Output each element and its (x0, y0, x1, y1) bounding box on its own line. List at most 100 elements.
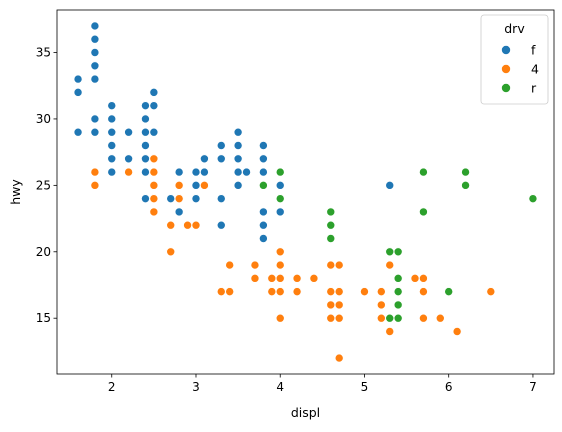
legend-label-4: 4 (531, 62, 539, 77)
data-point-4 (216, 287, 226, 296)
data-point-f (233, 181, 243, 190)
data-point-4 (326, 300, 336, 310)
data-point-f (259, 207, 268, 217)
data-point-f (141, 154, 150, 164)
data-point-f (141, 194, 150, 203)
data-point-4 (452, 327, 462, 336)
data-point-4 (149, 167, 159, 177)
y-tick-label: 25 (36, 178, 51, 192)
data-point-f (259, 234, 268, 243)
data-point-f (259, 220, 268, 230)
data-point-f (90, 34, 100, 44)
data-point-4 (419, 313, 428, 323)
data-point-f (233, 167, 243, 177)
data-point-f (191, 181, 201, 190)
x-tick-label: 3 (192, 380, 200, 394)
axis-ticks: 2 3 4 5 6 7 15 20 25 30 35 (36, 46, 537, 394)
data-point-4 (250, 260, 260, 270)
data-point-4 (183, 220, 192, 230)
data-point-4 (334, 300, 344, 310)
data-point-f (141, 127, 150, 137)
data-point-r (419, 167, 428, 177)
legend-box (480, 14, 549, 105)
data-point-f (242, 167, 251, 177)
data-point-f (191, 194, 201, 203)
data-point-r (275, 194, 285, 203)
data-point-f (216, 154, 226, 164)
legend-entries: f 4 r (501, 43, 539, 96)
data-points (73, 21, 538, 363)
data-point-r (393, 274, 403, 283)
data-point-4 (149, 207, 159, 217)
legend-marker-4 (501, 64, 511, 74)
data-point-4 (309, 274, 319, 283)
data-point-4 (360, 287, 369, 296)
data-point-f (259, 167, 268, 177)
data-point-f (233, 154, 243, 164)
data-point-4 (124, 167, 133, 177)
data-point-4 (90, 181, 100, 190)
x-tick-label: 6 (445, 380, 453, 394)
data-point-f (107, 141, 117, 150)
data-point-f (73, 127, 83, 137)
legend-title: drv (504, 21, 525, 36)
data-point-4 (435, 313, 445, 323)
data-point-4 (275, 287, 285, 296)
data-point-4 (385, 260, 395, 270)
data-point-f (141, 167, 150, 177)
data-point-4 (149, 181, 159, 190)
data-point-4 (275, 274, 285, 283)
data-point-f (233, 141, 243, 150)
data-point-r (385, 313, 395, 323)
data-point-f (90, 21, 100, 31)
y-tick-label: 35 (36, 46, 51, 60)
data-point-f (216, 194, 226, 203)
data-point-4 (292, 287, 302, 296)
data-point-4 (90, 167, 100, 177)
data-point-4 (275, 247, 285, 257)
y-tick-label: 30 (36, 112, 51, 126)
data-point-f (90, 48, 100, 57)
data-point-f (107, 127, 117, 137)
data-point-4 (326, 287, 336, 296)
data-point-f (107, 154, 117, 164)
data-point-4 (377, 313, 386, 323)
data-point-4 (267, 287, 277, 296)
data-point-f (191, 167, 201, 177)
data-point-r (393, 287, 403, 296)
data-point-r (393, 313, 403, 323)
data-point-f (107, 167, 117, 177)
data-point-4 (225, 260, 234, 270)
data-point-4 (149, 154, 159, 164)
data-point-f (90, 127, 100, 137)
data-point-f (141, 114, 150, 124)
data-point-r (419, 207, 428, 217)
data-point-f (149, 127, 159, 137)
data-point-4 (166, 247, 176, 257)
legend-label-f: f (531, 43, 536, 58)
data-point-f (200, 167, 209, 177)
data-point-f (166, 194, 176, 203)
data-point-4 (334, 260, 344, 270)
data-point-4 (334, 353, 344, 363)
data-point-f (200, 154, 209, 164)
data-point-4 (267, 274, 277, 283)
data-point-4 (377, 300, 386, 310)
data-point-4 (334, 313, 344, 323)
data-point-4 (174, 194, 184, 203)
legend-marker-r (501, 83, 511, 93)
data-point-f (107, 101, 117, 110)
x-tick-label: 4 (276, 380, 284, 394)
data-point-f (275, 181, 285, 190)
data-point-4 (385, 327, 395, 336)
data-point-4 (225, 287, 234, 296)
x-axis-label: displ (291, 405, 320, 420)
data-point-f (90, 61, 100, 71)
data-point-4 (419, 274, 428, 283)
data-point-4 (200, 181, 209, 190)
x-tick-label: 2 (108, 380, 116, 394)
data-point-r (461, 167, 470, 177)
data-point-f (124, 127, 133, 137)
y-axis-label: hwy (8, 179, 23, 205)
data-point-4 (419, 287, 428, 296)
